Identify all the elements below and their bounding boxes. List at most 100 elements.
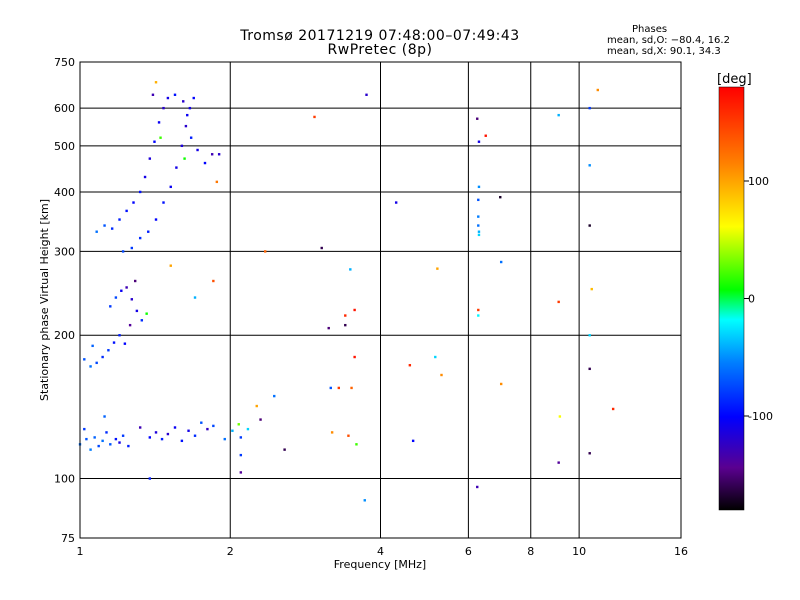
data-point [231, 429, 234, 432]
data-point [394, 201, 398, 204]
data-point [109, 443, 112, 446]
plot-grid [79, 61, 682, 539]
data-point [83, 358, 86, 361]
x-tick-label: 6 [465, 545, 472, 558]
data-point [97, 444, 100, 448]
data-point [145, 312, 148, 315]
data-point [140, 319, 144, 322]
y-axis-label: Stationary phase Virtual Height [km] [38, 199, 51, 401]
data-point [153, 140, 156, 143]
data-point [89, 448, 92, 451]
data-point [347, 434, 350, 437]
colorbar-ticks: 100 0 -100 [744, 175, 773, 423]
data-point [337, 386, 341, 390]
data-point [246, 427, 250, 431]
x-tick-label: 8 [527, 545, 534, 558]
x-tick-label: 4 [377, 545, 384, 558]
data-point [83, 427, 86, 431]
data-point [239, 436, 243, 439]
colorbar-tick-label: -100 [748, 410, 773, 423]
data-point [588, 452, 591, 455]
data-point [477, 308, 480, 312]
data-point [114, 296, 118, 299]
data-point [411, 439, 415, 443]
data-point [182, 100, 185, 103]
data-point [154, 431, 158, 434]
y-tick-label: 300 [54, 245, 75, 258]
data-point [143, 175, 147, 179]
colorbar-gradient [718, 86, 745, 511]
y-tick-label: 200 [54, 329, 75, 342]
x-tick-label: 1 [77, 545, 84, 558]
data-point [206, 427, 209, 431]
data-point [557, 113, 560, 117]
data-point [127, 444, 130, 448]
data-point [148, 157, 152, 160]
x-tick-labels: 1 2 4 6 8 10 16 [77, 545, 689, 558]
data-point [173, 93, 177, 96]
data-point [154, 81, 158, 84]
data-point [477, 215, 480, 218]
data-point [173, 426, 177, 429]
data-point [192, 96, 195, 100]
data-point [436, 267, 439, 270]
data-point [350, 386, 353, 390]
data-point [355, 443, 358, 446]
data-point [151, 93, 155, 96]
data-point [125, 286, 128, 289]
data-point [180, 144, 184, 148]
data-point [264, 250, 267, 253]
data-point [148, 436, 152, 439]
data-point [147, 230, 150, 233]
data-point [135, 309, 139, 313]
y-tick-label: 500 [54, 140, 75, 153]
data-point [89, 365, 92, 368]
data-point [159, 136, 162, 139]
data-point [162, 106, 165, 110]
y-tick-labels: 75 100 200 300 400 500 600 750 [54, 56, 75, 545]
data-point [476, 485, 479, 489]
data-point [91, 344, 94, 348]
data-point [477, 140, 481, 143]
data-point [239, 471, 243, 474]
data-point [476, 117, 479, 120]
data-point [365, 93, 368, 96]
data-point [187, 429, 190, 432]
data-point [588, 224, 591, 227]
data-point [180, 439, 184, 443]
colorbar-unit-label: [deg] [717, 72, 752, 87]
data-point [440, 373, 443, 377]
data-point [239, 453, 243, 457]
data-point [95, 230, 98, 233]
data-point [125, 209, 128, 213]
x-axis-label: Frequency [MHz] [334, 558, 426, 571]
data-point [85, 437, 88, 441]
data-point [477, 314, 480, 317]
data-point [434, 355, 437, 359]
y-tick-label: 600 [54, 102, 75, 115]
data-point [255, 404, 258, 408]
chart-title: Tromsø 20171219 07:48:00–07:49:43 [240, 28, 520, 44]
data-point [558, 415, 562, 418]
data-point [112, 341, 116, 344]
data-point [363, 499, 366, 502]
data-point [313, 115, 316, 119]
y-tick-label: 75 [61, 532, 75, 545]
data-point [344, 314, 347, 317]
data-point [499, 382, 503, 386]
data-point [477, 233, 481, 237]
data-point [193, 434, 197, 437]
x-tick-label: 16 [674, 545, 688, 558]
data-point [157, 121, 161, 124]
data-point [110, 227, 114, 230]
data-point [477, 224, 480, 227]
data-point [138, 236, 142, 240]
phase-info-x-mode: mean, sd,X: 90.1, 34.3 [607, 46, 721, 57]
data-point [169, 264, 172, 267]
data-point [166, 432, 170, 436]
data-point [103, 415, 106, 418]
data-point [477, 198, 480, 202]
data-point [121, 434, 125, 437]
data-point [183, 157, 186, 160]
data-point [408, 364, 412, 367]
